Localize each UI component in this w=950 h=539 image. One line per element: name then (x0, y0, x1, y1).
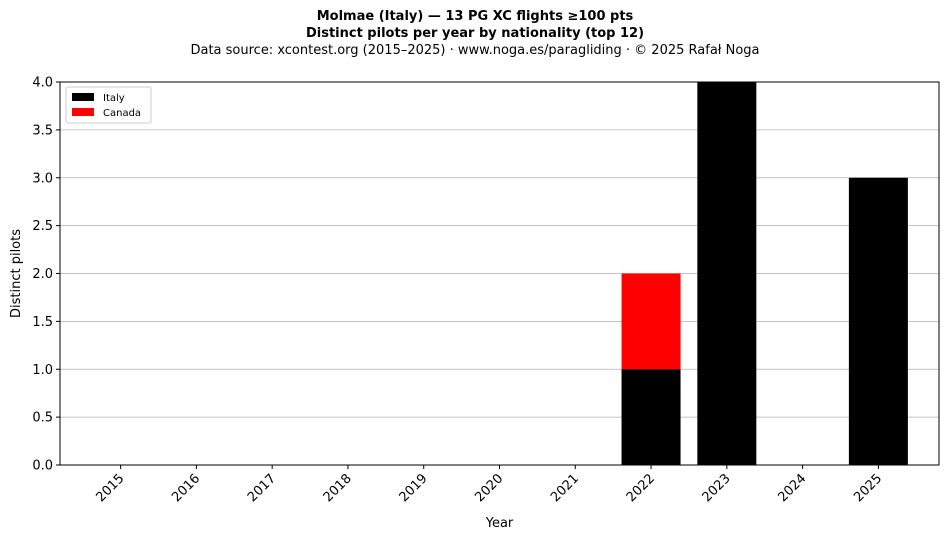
bar-canada-2022 (621, 273, 681, 370)
x-tick-label: 2020 (472, 471, 506, 505)
y-tick-label: 2.5 (32, 219, 53, 234)
x-tick-label: 2021 (548, 471, 582, 505)
chart-source-note: Data source: xcontest.org (2015–2025) · … (190, 43, 760, 58)
y-tick-label: 1.0 (32, 363, 53, 378)
bars (621, 82, 908, 465)
y-tick-label: 1.5 (32, 315, 53, 330)
chart-title: Molmae (Italy) — 13 PG XC flights ≥100 p… (316, 9, 634, 24)
y-gridlines (60, 129, 939, 418)
bar-italy-2022 (621, 369, 681, 465)
y-tick-label: 0.5 (32, 411, 53, 426)
x-axis: 2015 2016 2017 2018 2019 2020 2021 2022 2023 2024… (93, 465, 885, 505)
y-tick-label: 3.5 (32, 123, 53, 138)
legend-swatch-italy (72, 93, 94, 101)
y-tick-label: 2.0 (32, 267, 53, 282)
y-tick-label: 0.0 (32, 459, 53, 474)
x-tick-label: 2023 (700, 471, 734, 505)
legend-swatch-canada (72, 108, 94, 116)
x-tick-label: 2024 (775, 471, 809, 505)
x-tick-label: 2025 (851, 471, 885, 505)
x-tick-label: 2017 (245, 471, 279, 505)
y-axis-label: Distinct pilots (9, 229, 24, 318)
x-tick-label: 2022 (624, 471, 658, 505)
x-tick-label: 2018 (321, 471, 355, 505)
y-axis: 0.0 0.5 1.0 1.5 2.0 2.5 3.0 3.5 4.0 (32, 76, 60, 474)
x-axis-label: Year (485, 516, 514, 531)
y-tick-label: 3.0 (32, 171, 53, 186)
legend: Italy Canada (65, 86, 152, 124)
x-tick-label: 2015 (93, 471, 127, 505)
legend-label-canada: Canada (103, 108, 141, 119)
chart-titles: Molmae (Italy) — 13 PG XC flights ≥100 p… (0, 8, 950, 60)
y-tick-label: 4.0 (32, 76, 53, 91)
bar-italy-2023 (697, 82, 757, 465)
chart-subtitle: Distinct pilots per year by nationality … (305, 26, 645, 41)
bar-italy-2025 (848, 177, 908, 465)
x-tick-label: 2016 (169, 471, 203, 505)
x-tick-label: 2019 (397, 471, 431, 505)
legend-label-italy: Italy (103, 93, 125, 104)
